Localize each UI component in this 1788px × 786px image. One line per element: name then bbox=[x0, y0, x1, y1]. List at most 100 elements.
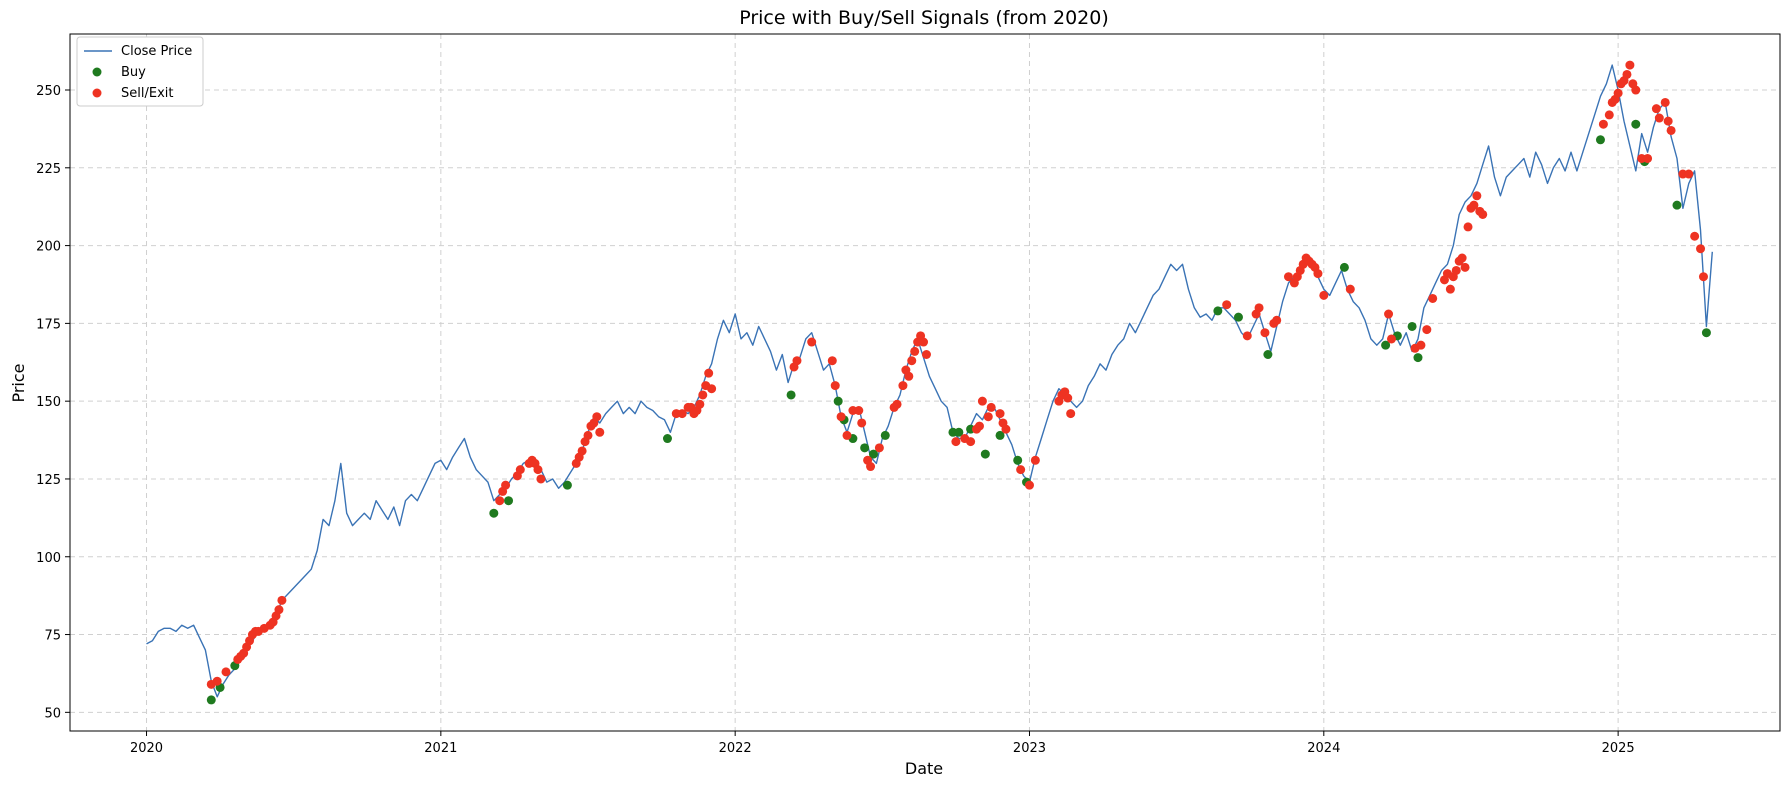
buy-marker bbox=[1701, 328, 1711, 338]
sell-marker bbox=[1272, 315, 1282, 325]
x-tick-label: 2023 bbox=[1013, 741, 1046, 756]
x-axis: 2020 2021 2022 2023 2024 2025 bbox=[130, 731, 1635, 756]
y-tick-label: 200 bbox=[36, 240, 61, 255]
sell-marker bbox=[1345, 284, 1355, 294]
buy-marker bbox=[1213, 306, 1223, 316]
legend-close-label: Close Price bbox=[121, 44, 192, 59]
sell-marker bbox=[1313, 269, 1323, 279]
sell-marker bbox=[1024, 480, 1034, 490]
buy-marker bbox=[1013, 455, 1023, 465]
sell-marker bbox=[995, 409, 1005, 419]
sell-marker bbox=[1663, 116, 1673, 126]
buy-marker bbox=[995, 430, 1005, 440]
y-tick-label: 50 bbox=[44, 706, 61, 721]
plot-frame bbox=[69, 33, 1781, 732]
buy-marker bbox=[786, 390, 796, 400]
sell-marker bbox=[830, 381, 840, 391]
buy-marker bbox=[1233, 312, 1243, 322]
y-tick-label: 75 bbox=[44, 629, 61, 644]
sell-marker bbox=[857, 418, 867, 428]
buy-marker bbox=[489, 508, 499, 518]
sell-marker bbox=[1386, 334, 1396, 344]
buy-marker bbox=[562, 480, 572, 490]
buy-marker bbox=[880, 430, 890, 440]
sell-marker bbox=[1445, 284, 1455, 294]
sell-marker bbox=[1643, 153, 1653, 163]
y-axis-label: Price bbox=[9, 363, 28, 402]
sell-marker bbox=[907, 356, 917, 366]
buy-marker bbox=[1263, 349, 1273, 359]
buy-marker bbox=[954, 427, 964, 437]
sell-marker bbox=[1690, 231, 1700, 241]
sell-marker bbox=[277, 595, 287, 605]
sell-marker bbox=[910, 346, 920, 356]
buy-marker bbox=[980, 449, 990, 459]
sell-marker bbox=[1698, 272, 1708, 282]
buy-marker bbox=[833, 396, 843, 406]
sell-marker bbox=[695, 399, 705, 409]
sell-marker bbox=[501, 480, 511, 490]
buy-marker bbox=[1381, 340, 1391, 350]
sell-marker bbox=[1416, 340, 1426, 350]
sell-marker bbox=[827, 356, 837, 366]
x-axis-label: Date bbox=[905, 759, 943, 778]
sell-marker bbox=[1472, 191, 1482, 201]
sell-marker bbox=[1666, 125, 1676, 135]
sell-marker bbox=[1684, 169, 1694, 179]
sell-marker bbox=[1654, 113, 1664, 123]
sell-marker bbox=[1651, 104, 1661, 114]
sell-marker bbox=[1696, 244, 1706, 254]
sell-marker bbox=[592, 412, 602, 422]
sell-marker bbox=[698, 390, 708, 400]
sell-marker bbox=[707, 384, 717, 394]
sell-marker bbox=[1260, 328, 1270, 338]
buy-marker bbox=[504, 496, 514, 506]
sell-marker bbox=[595, 427, 605, 437]
sell-marker bbox=[854, 406, 864, 416]
x-tick-label: 2024 bbox=[1307, 741, 1340, 756]
sell-marker bbox=[1384, 309, 1394, 319]
sell-marker bbox=[921, 349, 931, 359]
sell-marker bbox=[515, 465, 525, 475]
sell-marker bbox=[1469, 200, 1479, 210]
sell-marker bbox=[1422, 325, 1432, 335]
buy-markers bbox=[206, 119, 1711, 705]
sell-marker bbox=[1463, 222, 1473, 232]
sell-marker bbox=[842, 430, 852, 440]
sell-marker bbox=[583, 430, 593, 440]
x-tick-label: 2021 bbox=[424, 741, 457, 756]
legend-sell-swatch bbox=[92, 88, 102, 98]
sell-marker bbox=[836, 412, 846, 422]
x-tick-label: 2022 bbox=[719, 741, 752, 756]
sell-marker bbox=[1319, 290, 1329, 300]
buy-marker bbox=[662, 434, 672, 444]
sell-marker bbox=[1625, 60, 1635, 70]
sell-marker bbox=[983, 412, 993, 422]
sell-marker bbox=[866, 462, 876, 472]
legend-buy-swatch bbox=[92, 67, 102, 77]
buy-marker bbox=[1339, 262, 1349, 272]
sell-marker bbox=[1283, 272, 1293, 282]
sell-marker bbox=[1428, 293, 1438, 303]
sell-marker bbox=[1030, 455, 1040, 465]
sell-marker bbox=[274, 605, 284, 615]
legend-buy-label: Buy bbox=[121, 65, 146, 80]
buy-marker bbox=[1413, 353, 1423, 363]
sell-markers bbox=[206, 60, 1708, 689]
sell-marker bbox=[1242, 331, 1252, 341]
y-axis: 50 75 100 125 150 175 200 225 250 bbox=[36, 84, 70, 721]
sell-marker bbox=[212, 676, 222, 686]
sell-marker bbox=[1622, 69, 1632, 79]
buy-marker bbox=[1595, 135, 1605, 145]
sell-marker bbox=[966, 437, 976, 447]
sell-marker bbox=[704, 368, 714, 378]
gridlines bbox=[70, 34, 1780, 731]
sell-marker bbox=[919, 337, 929, 347]
sell-marker bbox=[874, 443, 884, 453]
buy-marker bbox=[206, 695, 216, 705]
sell-marker bbox=[974, 421, 984, 431]
buy-marker bbox=[1672, 200, 1682, 210]
sell-marker bbox=[577, 446, 587, 456]
y-tick-label: 100 bbox=[36, 551, 61, 566]
sell-marker bbox=[1451, 265, 1461, 275]
